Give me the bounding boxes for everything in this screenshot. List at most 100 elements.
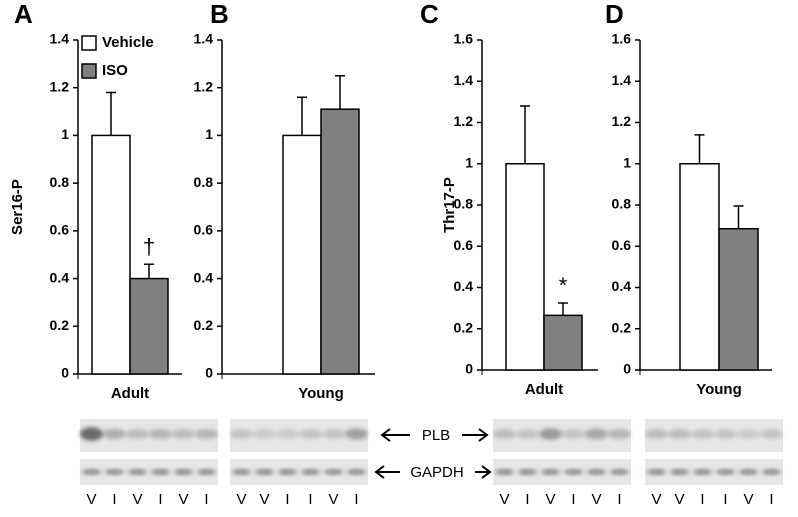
- blot-band: [230, 429, 253, 439]
- blot-band: [610, 469, 629, 475]
- bar: [543, 314, 583, 371]
- blot-band: [539, 428, 562, 440]
- y-axis-label: Thr17-P: [441, 177, 458, 233]
- blot-image: [230, 459, 368, 485]
- blot-band: [255, 469, 274, 475]
- blot-label: PLB: [422, 427, 450, 444]
- lane-label: V: [499, 491, 509, 508]
- bar: [718, 227, 759, 371]
- y-tick-label: 0.6: [454, 237, 474, 253]
- bar: [679, 163, 720, 371]
- blot-band: [128, 469, 147, 475]
- y-tick-label: 1.4: [194, 31, 214, 47]
- legend-label: Vehicle: [102, 34, 154, 51]
- blot-band: [195, 428, 218, 440]
- blot-image: [230, 419, 368, 452]
- y-tick-label: 0: [61, 365, 69, 381]
- blot-band: [587, 469, 606, 475]
- blot-band: [716, 469, 735, 475]
- y-tick-label: 1.2: [612, 113, 632, 129]
- y-tick-label: 0.4: [50, 269, 70, 285]
- y-tick-label: 1.4: [454, 72, 474, 88]
- annotation: †: [143, 234, 155, 259]
- y-axis-label: Ser16-P: [9, 179, 26, 235]
- blot-band: [670, 469, 689, 475]
- y-tick-label: 0.6: [612, 237, 632, 253]
- y-tick-label: 1: [623, 154, 631, 170]
- y-tick-label: 1.6: [612, 31, 632, 47]
- y-tick-label: 0.6: [194, 222, 214, 238]
- blot-band: [691, 429, 714, 439]
- y-tick-label: 1.4: [612, 72, 632, 88]
- blot-band: [762, 469, 781, 475]
- error-bar: [335, 75, 345, 110]
- lane-label: V: [86, 491, 96, 508]
- y-tick-label: 0: [623, 361, 631, 377]
- blot-band: [103, 428, 126, 440]
- blot-band: [693, 469, 712, 475]
- legend-label: ISO: [102, 62, 128, 79]
- lane-label: V: [651, 491, 661, 508]
- blot-band: [347, 469, 366, 475]
- y-tick-label: 1.6: [454, 31, 474, 47]
- blot-band: [299, 429, 322, 439]
- x-tick-label: Young: [298, 385, 344, 402]
- blot-band: [564, 469, 583, 475]
- blot-image: [645, 419, 783, 452]
- lane-label: V: [545, 491, 555, 508]
- panel-title: D: [605, 0, 624, 29]
- lane-label: I: [769, 491, 773, 508]
- arrows: [374, 428, 492, 479]
- error-bar: [144, 263, 154, 279]
- blot-band: [105, 469, 124, 475]
- blot-image: [493, 459, 631, 485]
- legend-swatch: [81, 63, 97, 79]
- y-tick-label: 0.2: [194, 317, 214, 333]
- y-tick-label: 1.4: [50, 31, 70, 47]
- lane-label: V: [674, 491, 684, 508]
- lane-label: V: [178, 491, 188, 508]
- bar: [505, 163, 545, 371]
- blot-band: [585, 428, 608, 440]
- lane-label: I: [285, 491, 289, 508]
- lane-label: V: [259, 491, 269, 508]
- blot-band: [324, 469, 343, 475]
- lane-label: I: [525, 491, 529, 508]
- blot-band: [739, 469, 758, 475]
- lane-label: I: [112, 491, 116, 508]
- y-tick-label: 1.2: [194, 78, 214, 94]
- blot-band: [174, 469, 193, 475]
- panel-title: C: [420, 0, 439, 29]
- blot-band: [172, 429, 195, 439]
- blot-label: GAPDH: [410, 464, 463, 481]
- lane-label: I: [723, 491, 727, 508]
- blot-image: [80, 419, 218, 452]
- y-tick-label: 0.2: [612, 319, 632, 335]
- error-bar: [733, 205, 744, 229]
- blot-band: [253, 429, 276, 439]
- blot-band: [149, 428, 172, 440]
- error-bar: [297, 96, 307, 136]
- bar: [129, 277, 169, 375]
- x-tick-label: Adult: [111, 385, 149, 402]
- y-tick-label: 0.8: [612, 196, 632, 212]
- blot-band: [301, 469, 320, 475]
- lane-label: I: [700, 491, 704, 508]
- blot-band: [562, 429, 585, 439]
- y-tick-label: 0.4: [454, 278, 474, 294]
- y-tick-label: 0: [205, 365, 213, 381]
- blot-band: [278, 469, 297, 475]
- lane-label: I: [571, 491, 575, 508]
- lane-label: I: [354, 491, 358, 508]
- lane-label: I: [308, 491, 312, 508]
- blot-band: [151, 469, 170, 475]
- blot-band: [82, 469, 101, 475]
- lane-label: I: [158, 491, 162, 508]
- blot-band: [760, 429, 783, 439]
- blot-band: [645, 429, 668, 439]
- lane-label: V: [132, 491, 142, 508]
- lane-label: V: [743, 491, 753, 508]
- y-tick-label: 0.2: [454, 319, 474, 335]
- lane-label: I: [204, 491, 208, 508]
- blot-band: [493, 429, 516, 439]
